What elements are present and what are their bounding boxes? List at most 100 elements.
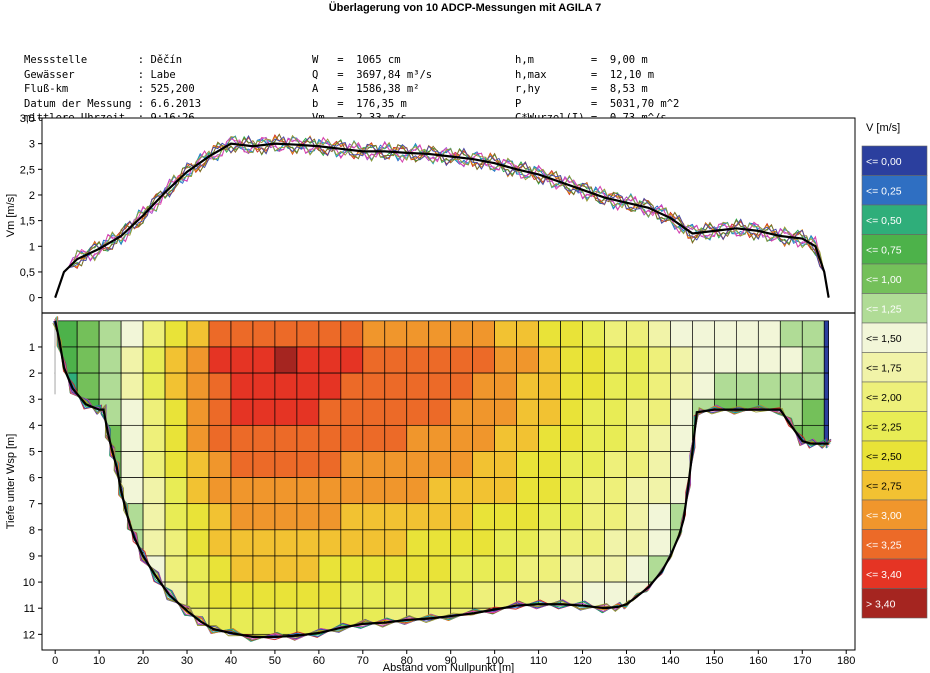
- heatmap-cell: [274, 451, 298, 478]
- legend-label: <= 3,40: [866, 569, 902, 581]
- heatmap-cell: [296, 398, 320, 426]
- x-tick-label: 0: [52, 655, 58, 667]
- heatmap-cell: [450, 477, 474, 505]
- heatmap-cell: [164, 424, 188, 452]
- heatmap-cell: [494, 477, 517, 505]
- y-tick-label-top: 3,5: [20, 113, 35, 125]
- heatmap-cell: [538, 424, 561, 452]
- heatmap-cell: [186, 320, 210, 348]
- heatmap-cell: [560, 320, 583, 348]
- heatmap-cell: [318, 424, 342, 452]
- heatmap-cell: [406, 503, 430, 531]
- heatmap-cell: [98, 346, 122, 374]
- x-tick-label: 110: [530, 655, 548, 667]
- heatmap-cell: [604, 320, 627, 348]
- info-row: P = 5031,70 m^2: [515, 97, 679, 112]
- y-tick-label-bottom: 9: [29, 551, 35, 563]
- heatmap-cell: [604, 555, 627, 583]
- heatmap-cell: [120, 320, 144, 348]
- heatmap-cell: [604, 529, 627, 557]
- heatmap-cell: [142, 372, 166, 400]
- legend-label: <= 1,25: [866, 303, 902, 315]
- heatmap-cell: [362, 581, 386, 609]
- heatmap-cell: [274, 555, 298, 583]
- heatmap-cell: [604, 346, 627, 374]
- heatmap-cell: [538, 372, 561, 400]
- heatmap-cell: [582, 529, 605, 557]
- heatmap-cell: [318, 346, 342, 374]
- info-value: 1065 cm: [356, 54, 401, 66]
- heatmap-cell: [208, 529, 232, 557]
- heatmap-cell: [76, 346, 100, 374]
- info-value: Děčín: [150, 54, 183, 66]
- info-label: r,hy: [515, 83, 591, 95]
- heatmap-cell: [582, 346, 605, 374]
- heatmap-cell: [230, 424, 254, 452]
- legend-label: <= 1,50: [866, 333, 902, 345]
- heatmap-cell: [582, 477, 605, 505]
- heatmap-cell: [428, 320, 452, 348]
- below-bed-mask: [55, 320, 829, 650]
- heatmap-cell: [516, 424, 539, 452]
- x-tick-label: 80: [401, 655, 413, 667]
- heatmap-cell: [516, 555, 539, 583]
- info-value: 6.6.2013: [150, 97, 202, 110]
- heatmap-cell: [450, 555, 474, 583]
- y-axis-label-top: Vm [m/s]: [5, 194, 17, 237]
- info-label: Messstelle: [24, 54, 138, 66]
- heatmap-cell: [142, 477, 166, 505]
- heatmap-cell: [516, 372, 539, 400]
- heatmap-cell: [384, 424, 408, 452]
- info-value: 525,200: [150, 83, 195, 95]
- heatmap-cell: [582, 398, 605, 426]
- legend-label: <= 2,75: [866, 480, 902, 492]
- info-row: b = 176,35 m: [312, 97, 432, 112]
- heatmap-cell: [340, 398, 364, 426]
- heatmap-cell: [670, 424, 693, 452]
- legend-label: <= 0,75: [866, 244, 902, 256]
- heatmap-cell: [164, 529, 188, 557]
- info-row: Q = 3697,84 m³/s: [312, 68, 432, 83]
- heatmap-cell: [120, 398, 144, 426]
- info-separator: =: [337, 54, 357, 66]
- heatmap-cell: [362, 424, 386, 452]
- legend-swatch: [861, 470, 928, 501]
- heatmap-cell: [604, 424, 627, 452]
- heatmap-cell: [142, 320, 166, 348]
- heatmap-cell: [494, 529, 517, 557]
- heatmap-cell: [670, 398, 693, 426]
- legend-swatch: [861, 558, 928, 589]
- legend-label: > 3,40: [866, 598, 896, 610]
- x-tick-label: 150: [705, 655, 723, 667]
- heatmap-cell: [823, 372, 829, 400]
- heatmap-cell: [648, 346, 671, 374]
- heatmap-cell: [538, 477, 561, 505]
- heatmap-cell: [252, 503, 276, 531]
- heatmap-cell: [714, 346, 737, 374]
- heatmap-cell: [538, 320, 561, 348]
- legend-swatch: [861, 322, 928, 353]
- heatmap-cell: [626, 477, 649, 505]
- velocity-trace: [54, 135, 830, 298]
- legend-label: <= 0,00: [866, 156, 902, 168]
- heatmap-cell: [296, 555, 320, 583]
- info-separator: =: [337, 68, 357, 81]
- heatmap-cell: [582, 555, 605, 583]
- heatmap-cell: [208, 451, 232, 478]
- heatmap-cell: [406, 529, 430, 557]
- heatmap-cell: [340, 555, 364, 583]
- heatmap-cell: [274, 581, 298, 609]
- heatmap-cell: [274, 320, 298, 348]
- velocity-trace: [54, 134, 830, 298]
- heatmap-cell: [604, 503, 627, 531]
- heatmap-cell: [208, 424, 232, 452]
- info-value: 8,53 m: [609, 83, 648, 95]
- info-label: A: [312, 83, 338, 95]
- heatmap-cell: [274, 503, 298, 531]
- info-separator: =: [590, 97, 610, 110]
- heatmap-cell: [384, 346, 408, 374]
- heatmap-cell: [274, 372, 298, 400]
- heatmap-cell: [472, 424, 495, 452]
- x-tick-label: 20: [137, 655, 149, 667]
